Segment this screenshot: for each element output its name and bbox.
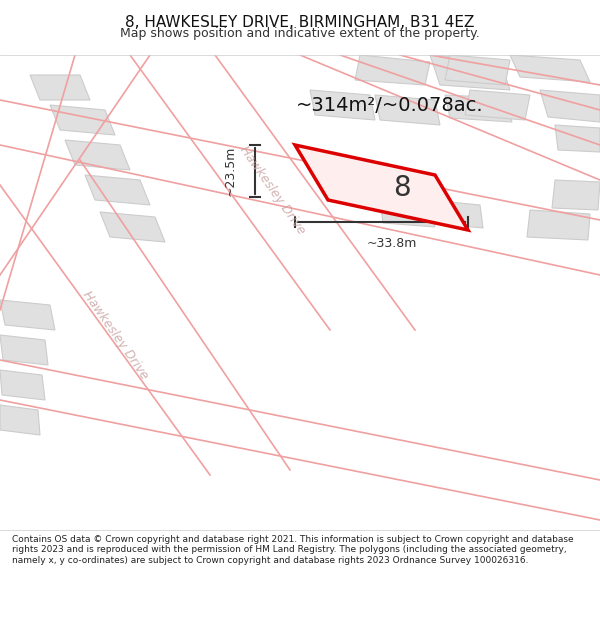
Polygon shape	[380, 200, 435, 227]
Text: ~33.8m: ~33.8m	[367, 237, 416, 250]
Polygon shape	[85, 175, 150, 205]
Polygon shape	[445, 55, 510, 85]
Text: ~314m²/~0.078ac.: ~314m²/~0.078ac.	[296, 96, 484, 115]
Polygon shape	[465, 90, 530, 120]
Polygon shape	[100, 212, 165, 242]
Text: ~23.5m: ~23.5m	[224, 146, 237, 196]
Text: Hawkesley Drive: Hawkesley Drive	[236, 143, 307, 237]
Polygon shape	[310, 90, 375, 120]
Text: Contains OS data © Crown copyright and database right 2021. This information is : Contains OS data © Crown copyright and d…	[12, 535, 574, 564]
Text: Hawkesley Drive: Hawkesley Drive	[80, 288, 151, 382]
Text: Map shows position and indicative extent of the property.: Map shows position and indicative extent…	[120, 27, 480, 39]
Text: 8: 8	[392, 174, 410, 201]
Polygon shape	[540, 90, 600, 122]
Text: 8, HAWKESLEY DRIVE, BIRMINGHAM, B31 4EZ: 8, HAWKESLEY DRIVE, BIRMINGHAM, B31 4EZ	[125, 16, 475, 31]
Polygon shape	[445, 95, 512, 122]
Polygon shape	[295, 145, 468, 230]
Polygon shape	[552, 180, 600, 210]
Polygon shape	[0, 405, 40, 435]
Polygon shape	[0, 300, 55, 330]
Polygon shape	[30, 75, 90, 100]
Polygon shape	[510, 55, 590, 82]
Polygon shape	[555, 125, 600, 152]
Polygon shape	[527, 210, 590, 240]
Polygon shape	[355, 55, 430, 85]
Polygon shape	[430, 200, 483, 228]
Polygon shape	[375, 95, 440, 125]
Polygon shape	[430, 55, 510, 90]
Polygon shape	[65, 140, 130, 170]
Polygon shape	[0, 335, 48, 365]
Polygon shape	[50, 105, 115, 135]
Polygon shape	[0, 370, 45, 400]
